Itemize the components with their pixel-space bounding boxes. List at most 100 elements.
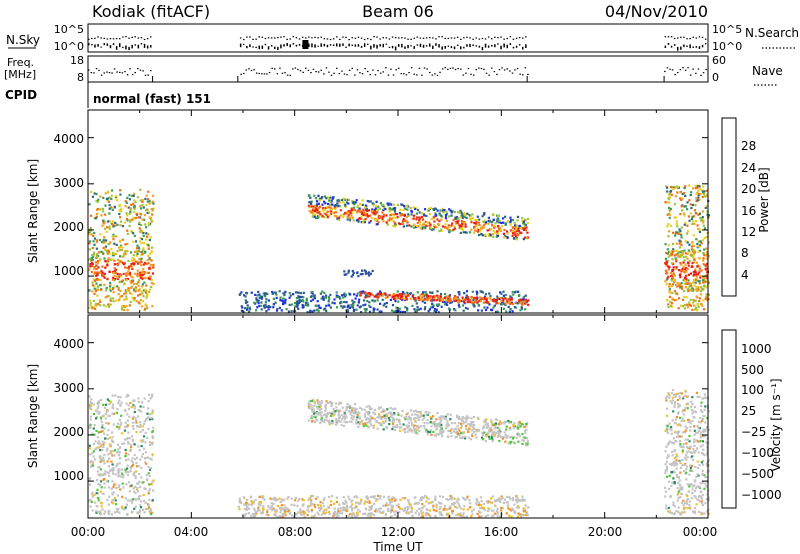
- echo-cell: [481, 427, 485, 430]
- echo-cell: [486, 306, 489, 309]
- echo-cell: [350, 515, 353, 518]
- echo-cell: [526, 440, 529, 443]
- echo-cell: [492, 306, 495, 309]
- echo-cell: [705, 440, 708, 444]
- freq-dot: [460, 68, 462, 70]
- echo-cell: [686, 438, 690, 441]
- echo-cell: [669, 207, 672, 211]
- echo-cell: [150, 416, 153, 419]
- echo-cell: [113, 274, 116, 277]
- echo-cell: [111, 394, 114, 397]
- freq-dot: [705, 68, 707, 71]
- echo-cell: [426, 419, 429, 422]
- nsky-bar: [401, 43, 403, 48]
- echo-cell: [431, 291, 434, 294]
- echo-cell: [479, 299, 482, 302]
- echo-cell: [676, 398, 679, 401]
- echo-cell: [664, 429, 667, 432]
- echo-cell: [109, 284, 112, 287]
- echo-cell: [385, 301, 388, 305]
- echo-cell: [117, 475, 120, 478]
- echo-cell: [325, 197, 328, 200]
- freq-dot: [261, 73, 263, 75]
- echo-cell: [685, 442, 688, 445]
- echo-cell: [394, 216, 397, 219]
- echo-cell: [100, 250, 103, 253]
- echo-cell: [706, 262, 709, 266]
- echo-cell: [696, 485, 699, 488]
- echo-cell: [317, 310, 320, 313]
- echo-cell: [150, 278, 153, 282]
- echo-cell: [330, 405, 333, 408]
- echo-cell: [691, 455, 694, 458]
- echo-cell: [674, 431, 677, 434]
- echo-cell: [674, 257, 677, 260]
- echo-cell: [481, 431, 484, 434]
- echo-cell: [523, 436, 526, 439]
- echo-cell: [392, 412, 396, 415]
- echo-cell: [136, 425, 139, 428]
- echo-cell: [414, 409, 417, 412]
- freq-dot: [488, 74, 490, 76]
- echo-cell: [667, 393, 670, 396]
- echo-cell: [105, 197, 108, 200]
- echo-cell: [670, 186, 673, 189]
- echo-cell: [133, 288, 136, 291]
- echo-cell: [326, 215, 329, 218]
- echo-cell: [261, 295, 264, 298]
- echo-cell: [146, 211, 149, 214]
- echo-cell: [371, 293, 374, 296]
- echo-cell: [372, 210, 375, 213]
- echo-cell: [317, 402, 321, 405]
- echo-cell: [149, 413, 152, 416]
- echo-cell: [322, 200, 326, 203]
- echo-cell: [128, 437, 131, 440]
- echo-cell: [147, 245, 150, 248]
- echo-cell: [511, 232, 515, 235]
- echo-cell: [141, 218, 144, 221]
- echo-cell: [671, 396, 674, 399]
- echo-cell: [258, 504, 261, 507]
- echo-cell: [465, 419, 468, 422]
- echo-cell: [94, 289, 97, 293]
- echo-cell: [683, 271, 686, 274]
- freq-dot: [137, 68, 139, 70]
- echo-cell: [138, 223, 141, 226]
- echo-cell: [148, 498, 151, 501]
- nsearch-dot: [435, 38, 437, 40]
- echo-cell: [103, 453, 106, 456]
- echo-cell: [341, 306, 344, 310]
- echo-cell: [139, 293, 142, 296]
- echo-cell: [524, 294, 527, 297]
- echo-cell: [118, 451, 121, 454]
- echo-cell: [118, 246, 121, 249]
- echo-cell: [684, 205, 687, 208]
- echo-cell: [434, 434, 437, 437]
- echo-cell: [151, 272, 155, 275]
- echo-cell: [136, 294, 140, 297]
- echo-cell: [352, 271, 355, 274]
- echo-cell: [429, 223, 432, 226]
- echo-cell: [483, 420, 486, 423]
- echo-cell: [458, 293, 461, 296]
- echo-cell: [385, 305, 388, 308]
- echo-cell: [685, 270, 688, 273]
- echo-cell: [339, 420, 342, 423]
- echo-cell: [687, 498, 690, 501]
- echo-cell: [477, 233, 481, 237]
- echo-cell: [691, 241, 694, 244]
- echo-cell: [95, 215, 98, 218]
- nave-tick-low: 0: [712, 71, 719, 84]
- echo-cell: [93, 279, 97, 283]
- freq-dot: [387, 74, 390, 76]
- echo-cell: [409, 297, 412, 300]
- echo-cell: [106, 433, 109, 436]
- echo-cell: [120, 401, 123, 404]
- echo-cell: [703, 408, 706, 411]
- echo-cell: [447, 224, 450, 227]
- echo-cell: [433, 309, 436, 313]
- echo-cell: [138, 473, 141, 476]
- echo-cell: [418, 220, 421, 223]
- echo-cell: [686, 252, 689, 255]
- echo-cell: [119, 424, 122, 427]
